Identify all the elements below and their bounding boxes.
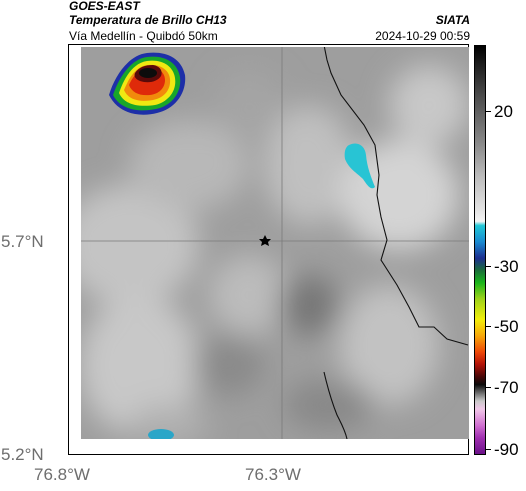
coastline [323, 47, 469, 346]
colorbar-tick [485, 111, 491, 112]
colorbar-label: -70 [494, 378, 519, 397]
map-canvas [81, 47, 469, 439]
product-title: Temperatura de Brillo CH13 [69, 13, 227, 27]
colorbar-label: 20 [494, 102, 513, 121]
colorbar-label: -90 [494, 440, 519, 459]
colorbar-tick [485, 387, 491, 388]
latitude-label: 5.2°N [1, 445, 44, 464]
colorbar-tick [485, 326, 491, 327]
datetime-label: 2024-10-29 00:59 [375, 29, 470, 43]
latitude-label: 5.7°N [1, 232, 44, 251]
colorbar-tick [485, 449, 491, 450]
cold-patch [344, 143, 375, 189]
longitude-label: 76.8°W [34, 465, 90, 484]
route-subtitle: Vía Medellín - Quibdó 50km [69, 29, 218, 43]
satellite-title: GOES-EAST [69, 0, 140, 13]
boundary-line [323, 371, 348, 439]
colorbar-label: -50 [494, 317, 519, 336]
colorbar-label: -30 [494, 257, 519, 276]
bottom-cloud-patch [148, 429, 174, 439]
temperature-colorbar [474, 45, 486, 455]
cloud-field [81, 47, 469, 439]
location-star [259, 235, 271, 246]
satellite-map[interactable] [68, 44, 469, 455]
convective-cell [109, 52, 186, 115]
longitude-label: 76.3°W [245, 465, 301, 484]
colorbar-tick [485, 266, 491, 267]
organization-label: SIATA [435, 13, 470, 27]
